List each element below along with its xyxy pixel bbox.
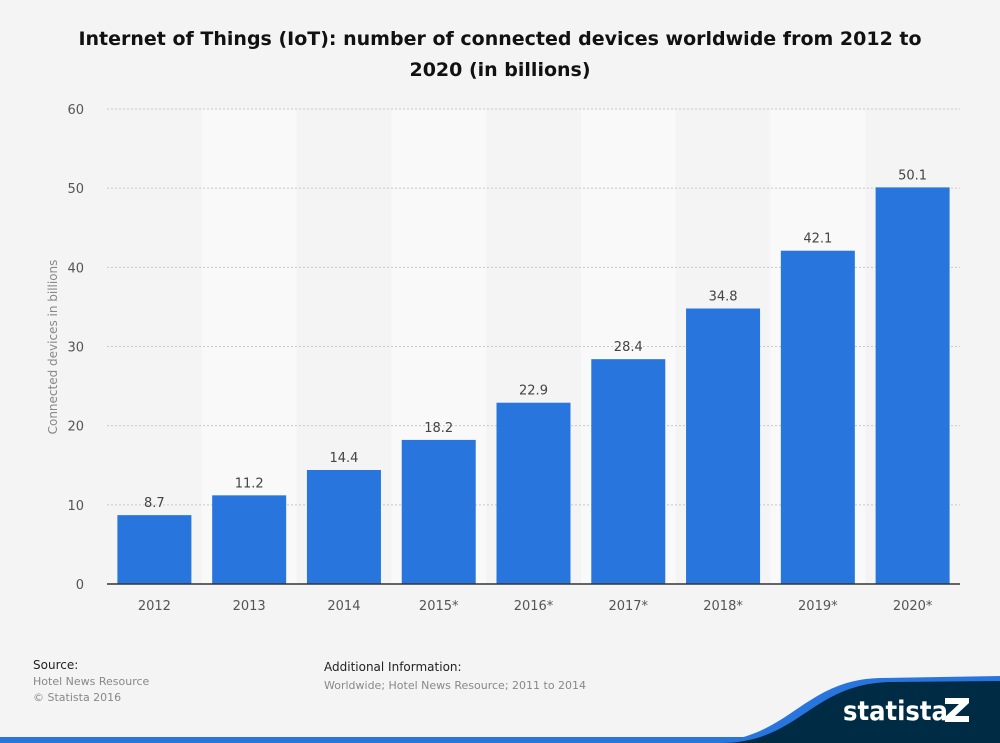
bar <box>401 439 476 584</box>
y-tick-label: 20 <box>67 420 84 435</box>
statista-logo: statista <box>843 696 948 727</box>
bar <box>212 495 287 584</box>
x-tick-label: 2012 <box>138 599 171 614</box>
source-label: Source: <box>33 658 79 672</box>
bar <box>875 187 950 584</box>
data-label: 50.1 <box>898 168 927 183</box>
y-tick-label: 0 <box>76 578 84 593</box>
x-tick-label: 2019* <box>798 599 838 614</box>
x-tick-label: 2015* <box>419 599 459 614</box>
bar-chart: 0 10 20 30 40 50 60 Connected devices in billio… <box>46 103 960 614</box>
footer-wave: statista <box>0 676 1000 743</box>
y-tick-label: 30 <box>67 341 84 356</box>
info-label: Additional Information: <box>324 660 462 674</box>
x-tick-label: 2018* <box>703 599 743 614</box>
data-label: 11.2 <box>235 476 264 491</box>
data-label: 34.8 <box>709 290 738 305</box>
y-axis-title: Connected devices in billions <box>46 260 60 435</box>
bar <box>686 308 761 584</box>
source-line: Hotel News Resource <box>33 675 150 688</box>
y-tick-label: 60 <box>67 103 84 118</box>
y-tick-label: 50 <box>67 182 84 197</box>
data-label: 8.7 <box>144 496 165 511</box>
y-tick-label: 10 <box>67 499 84 514</box>
data-label: 28.4 <box>614 340 643 355</box>
x-tick-label: 2020* <box>893 599 933 614</box>
data-label: 42.1 <box>803 232 832 247</box>
bar <box>117 515 192 584</box>
bar <box>496 402 571 584</box>
data-label: 22.9 <box>519 384 548 399</box>
y-tick-label: 40 <box>67 261 84 276</box>
data-label: 14.4 <box>329 451 358 466</box>
x-tick-label: 2016* <box>514 599 554 614</box>
info-text: Worldwide; Hotel News Resource; 2011 to … <box>324 679 587 692</box>
x-tick-label: 2017* <box>608 599 648 614</box>
bar <box>780 250 855 585</box>
copyright: © Statista 2016 <box>33 691 122 704</box>
statista-logo-icon <box>945 698 969 722</box>
x-tick-label: 2013 <box>233 599 266 614</box>
data-label: 18.2 <box>424 421 453 436</box>
chart-title: Internet of Things (IoT): number of conn… <box>78 28 922 81</box>
bar <box>306 470 381 584</box>
x-tick-label: 2014 <box>327 599 360 614</box>
bar <box>591 359 666 584</box>
